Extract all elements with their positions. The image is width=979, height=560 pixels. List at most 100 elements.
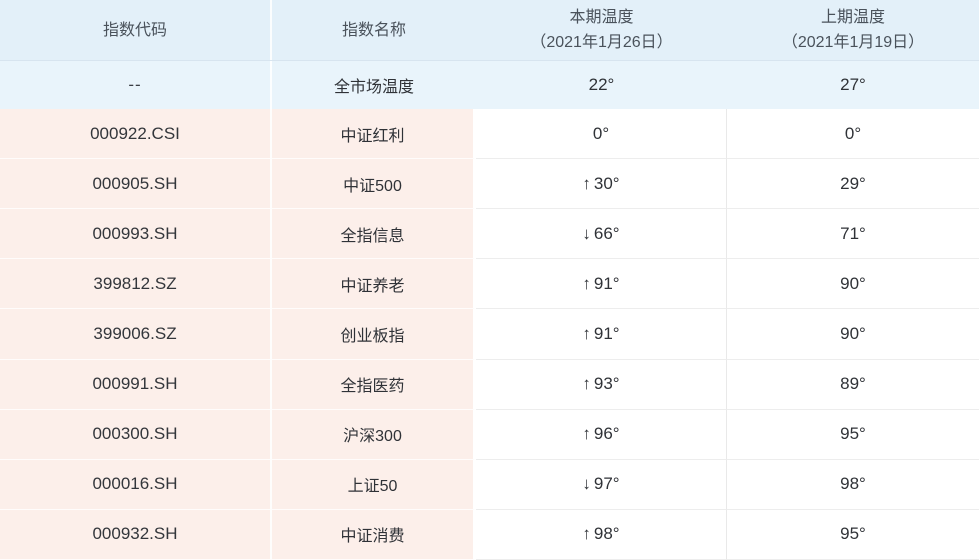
previous-temp: 29° [840, 173, 866, 193]
column-label: 上期温度 [820, 9, 885, 26]
previous-temp-cell: 95° [727, 409, 979, 460]
down-arrow-icon: ↓ [582, 223, 591, 243]
index-code: 000993.SH [92, 223, 178, 243]
previous-temp-cell: 71° [727, 209, 979, 260]
table-row: 000300.SH 沪深300 ↑ 96° 95° [0, 409, 979, 460]
index-code: 000932.SH [92, 524, 178, 544]
summary-code-cell: -- [0, 61, 272, 109]
previous-temp: 90° [840, 273, 866, 293]
index-name-cell: 中证500 [272, 159, 476, 210]
index-name: 上证50 [347, 478, 398, 496]
current-temp: 91° [593, 323, 620, 343]
table-row: 000932.SH 中证消费 ↑ 98° 95° [0, 509, 979, 560]
column-label: 指数代码 [102, 21, 167, 39]
column-label: 本期温度 [569, 9, 634, 26]
up-arrow-icon: ↑ [582, 173, 591, 193]
index-code-cell: 000905.SH [0, 159, 272, 210]
current-temp: 30° [593, 173, 620, 193]
current-temp-cell: ↑ 91° [476, 259, 727, 310]
index-code-cell: 399006.SZ [0, 309, 272, 360]
previous-temp: 89° [840, 374, 866, 394]
current-temp-cell: ↑ 98° [476, 509, 727, 560]
index-name-cell: 中证消费 [272, 509, 476, 560]
index-name-cell: 创业板指 [272, 309, 476, 360]
down-arrow-icon: ↓ [582, 474, 591, 494]
previous-temp-cell: 0° [727, 109, 979, 160]
table-row: 000905.SH 中证500 ↑ 30° 29° [0, 159, 979, 210]
current-temp: 93° [593, 374, 620, 394]
table-row: 000991.SH 全指医药 ↑ 93° 89° [0, 359, 979, 410]
index-name-cell: 中证养老 [272, 259, 476, 310]
previous-temp: 98° [840, 474, 866, 494]
current-temp: 98° [593, 524, 620, 544]
current-temp: 0° [592, 123, 610, 143]
index-code: 000991.SH [92, 374, 178, 394]
previous-temp-cell: 90° [727, 309, 979, 360]
previous-temp: 0° [844, 123, 862, 143]
summary-previous-temp-cell: 27° [727, 61, 979, 109]
index-code-cell: 000991.SH [0, 359, 272, 410]
previous-temp: 71° [840, 223, 866, 243]
current-temp-cell: 0° [476, 109, 727, 160]
index-name-cell: 上证50 [272, 459, 476, 510]
column-header-index-name: 指数名称 [272, 0, 476, 60]
current-temp: 96° [593, 424, 620, 444]
index-name: 全市场温度 [333, 79, 414, 96]
summary-name-cell: 全市场温度 [272, 61, 476, 109]
current-temp-cell: ↓ 66° [476, 209, 727, 260]
index-code: -- [128, 75, 142, 94]
index-code: 399006.SZ [93, 323, 177, 343]
index-name: 全指医药 [340, 378, 405, 396]
previous-temp: 90° [840, 323, 866, 343]
table-header-row: 指数代码 指数名称 本期温度 （2021年1月26日） 上期温度 （2021年1… [0, 0, 979, 61]
up-arrow-icon: ↑ [582, 374, 591, 394]
previous-temp-cell: 95° [727, 509, 979, 560]
up-arrow-icon: ↑ [582, 273, 591, 293]
table-row: 399006.SZ 创业板指 ↑ 91° 90° [0, 309, 979, 360]
index-code-cell: 000016.SH [0, 459, 272, 510]
column-sublabel-date: （2021年1月26日） [530, 34, 673, 51]
index-code-cell: 000993.SH [0, 209, 272, 260]
index-code: 000016.SH [92, 474, 178, 494]
index-name: 全指信息 [340, 227, 405, 245]
index-name-cell: 沪深300 [272, 409, 476, 460]
column-label: 指数名称 [341, 21, 406, 39]
table-row: 000993.SH 全指信息 ↓ 66° 71° [0, 209, 979, 260]
index-code: 000922.CSI [90, 123, 180, 143]
index-code-cell: 399812.SZ [0, 259, 272, 310]
column-header-index-code: 指数代码 [0, 0, 272, 60]
current-temp: 66° [593, 223, 620, 243]
previous-temp: 95° [840, 524, 866, 544]
index-code: 000905.SH [92, 173, 178, 193]
column-header-previous-temp: 上期温度 （2021年1月19日） [727, 0, 979, 60]
previous-temp: 95° [840, 424, 866, 444]
index-code-cell: 000932.SH [0, 509, 272, 560]
current-temp-cell: ↑ 91° [476, 309, 727, 360]
index-name: 创业板指 [340, 327, 405, 345]
table-row: 000922.CSI 中证红利 0° 0° [0, 109, 979, 160]
current-temp-cell: ↑ 93° [476, 359, 727, 410]
table-body: 000922.CSI 中证红利 0° 0° 000905.SH 中证500 ↑ … [0, 109, 979, 560]
index-code-cell: 000300.SH [0, 409, 272, 460]
previous-temp-cell: 89° [727, 359, 979, 410]
column-sublabel-date: （2021年1月19日） [781, 34, 925, 51]
up-arrow-icon: ↑ [582, 524, 591, 544]
current-temp-cell: ↑ 30° [476, 159, 727, 210]
current-temp-cell: ↑ 96° [476, 409, 727, 460]
index-name: 中证500 [343, 177, 402, 195]
table-row: 000016.SH 上证50 ↓ 97° 98° [0, 459, 979, 510]
up-arrow-icon: ↑ [582, 323, 591, 343]
current-temp-cell: ↓ 97° [476, 459, 727, 510]
current-temp: 97° [593, 474, 620, 494]
current-temp: 91° [593, 273, 620, 293]
index-name-cell: 全指信息 [272, 209, 476, 260]
index-name: 中证红利 [340, 127, 405, 145]
index-code: 000300.SH [92, 424, 178, 444]
index-name: 沪深300 [343, 428, 402, 446]
table-row: 399812.SZ 中证养老 ↑ 91° 90° [0, 259, 979, 310]
previous-temp-cell: 98° [727, 459, 979, 510]
index-name: 中证养老 [340, 277, 405, 295]
index-code-cell: 000922.CSI [0, 109, 272, 160]
previous-temp-cell: 29° [727, 159, 979, 210]
